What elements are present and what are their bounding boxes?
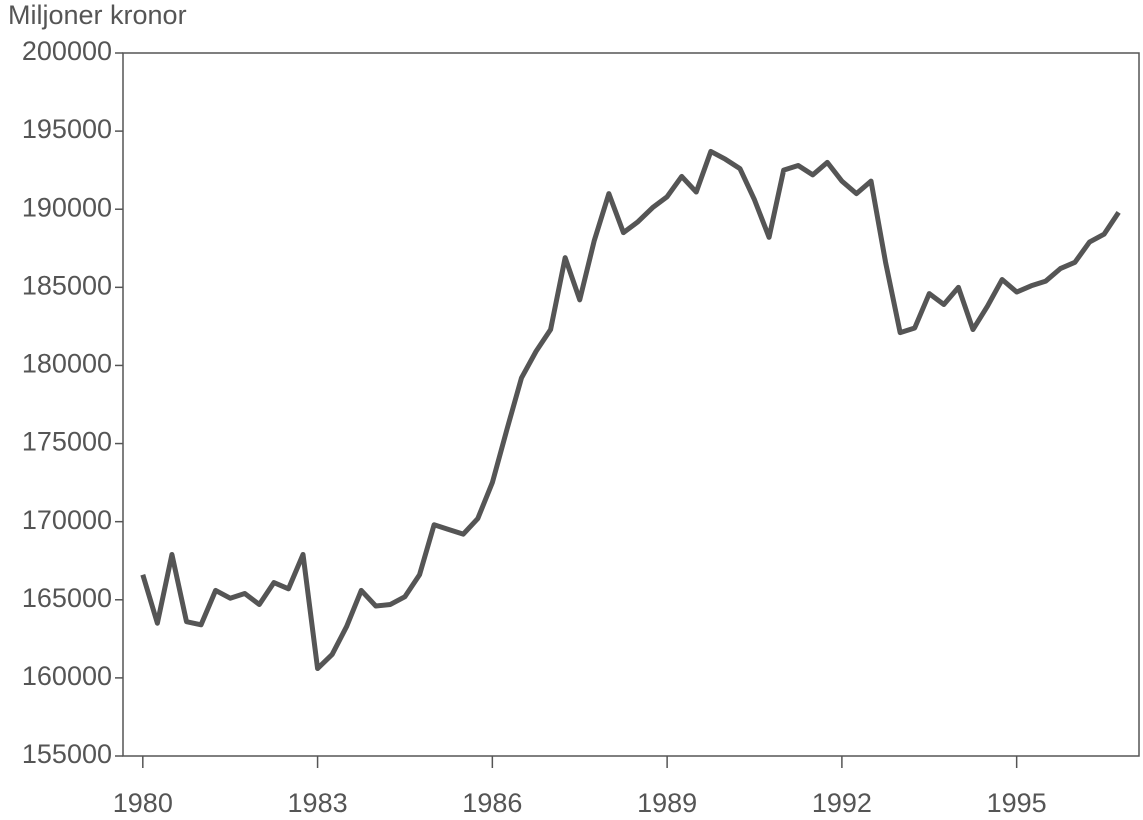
y-tick-label: 155000 — [22, 739, 112, 769]
y-tick-label: 170000 — [22, 505, 112, 535]
y-tick-label: 160000 — [22, 661, 112, 691]
x-tick-label: 1992 — [812, 788, 872, 818]
data-line — [140, 148, 1121, 672]
y-tick-label: 195000 — [22, 114, 112, 144]
x-tick-label: 1995 — [987, 788, 1047, 818]
x-tick-label: 1986 — [462, 788, 522, 818]
y-tick-label: 185000 — [22, 270, 112, 300]
y-tick-label: 165000 — [22, 583, 112, 613]
y-tick-label: 175000 — [22, 427, 112, 457]
plot-frame — [122, 52, 1140, 757]
y-tick-label: 190000 — [22, 192, 112, 222]
axis-title: Miljoner kronor — [8, 0, 187, 30]
x-tick-label: 1983 — [288, 788, 348, 818]
x-tick-label: 1980 — [113, 788, 173, 818]
y-tick-label: 180000 — [22, 349, 112, 379]
x-tick-label: 1989 — [637, 788, 697, 818]
y-tick-label: 200000 — [22, 36, 112, 66]
